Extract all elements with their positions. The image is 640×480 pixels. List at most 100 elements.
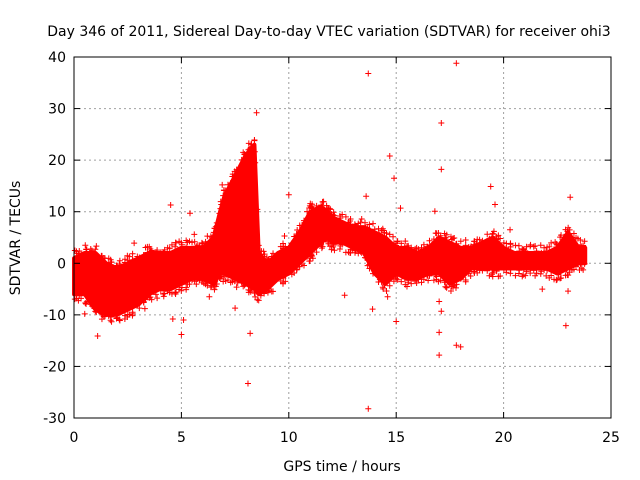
data-point xyxy=(375,279,382,286)
data-point xyxy=(265,256,272,263)
data-point xyxy=(366,261,373,268)
data-point xyxy=(320,198,327,205)
data-point xyxy=(537,270,544,277)
data-point xyxy=(386,231,393,238)
data-point xyxy=(447,233,454,240)
data-point xyxy=(161,290,168,297)
data-point xyxy=(553,277,560,284)
y-tick-label: -10 xyxy=(43,308,66,324)
data-point xyxy=(313,249,320,256)
data-point xyxy=(503,240,510,247)
data-point xyxy=(393,275,400,282)
chart-title: Day 346 of 2011, Sidereal Day-to-day VTE… xyxy=(47,24,610,40)
data-point xyxy=(507,270,514,277)
outlier-point xyxy=(371,226,378,233)
data-point xyxy=(154,295,161,302)
data-point xyxy=(189,277,196,284)
data-point xyxy=(471,266,478,273)
data-point xyxy=(224,181,231,188)
y-tick-label: 40 xyxy=(48,50,66,66)
data-point xyxy=(208,234,215,241)
data-point xyxy=(265,285,272,292)
data-point xyxy=(523,243,530,250)
data-point xyxy=(129,250,136,257)
data-point xyxy=(352,221,359,228)
data-point xyxy=(220,192,227,199)
data-point xyxy=(405,277,412,284)
data-point xyxy=(563,231,570,238)
outlier-point xyxy=(397,205,404,212)
data-point xyxy=(376,231,383,238)
data-point xyxy=(527,265,534,272)
data-point xyxy=(398,278,405,285)
data-point xyxy=(144,249,151,256)
outlier-point xyxy=(457,343,464,350)
data-point xyxy=(318,241,325,248)
data-point xyxy=(98,316,105,323)
data-point xyxy=(577,237,584,244)
data-point xyxy=(222,278,229,285)
data-point xyxy=(251,148,258,155)
data-point xyxy=(465,270,472,277)
data-point xyxy=(252,293,259,300)
data-point xyxy=(462,242,469,249)
data-point xyxy=(532,272,539,279)
data-point xyxy=(465,244,472,251)
data-point xyxy=(178,241,185,248)
data-point xyxy=(304,208,311,215)
data-point xyxy=(172,243,179,250)
data-point xyxy=(189,239,196,246)
data-point xyxy=(490,267,497,274)
data-point xyxy=(98,252,105,259)
outlier-point xyxy=(253,256,260,263)
data-point xyxy=(241,282,248,289)
data-point xyxy=(352,249,359,256)
data-point xyxy=(222,187,229,194)
data-point xyxy=(441,279,448,286)
data-point xyxy=(73,248,80,255)
data-point xyxy=(370,220,377,227)
data-point xyxy=(557,234,564,241)
data-point xyxy=(160,249,167,256)
data-point xyxy=(474,236,481,243)
data-point xyxy=(537,242,544,249)
data-point xyxy=(512,272,519,279)
data-point xyxy=(88,247,95,254)
data-point xyxy=(420,241,427,248)
data-point xyxy=(186,281,193,288)
data-point xyxy=(326,243,333,250)
data-point xyxy=(146,294,153,301)
outlier-point xyxy=(232,305,239,312)
data-point xyxy=(488,271,495,278)
data-point xyxy=(532,242,539,249)
data-point xyxy=(92,246,99,253)
data-point xyxy=(78,295,85,302)
data-point xyxy=(394,238,401,245)
data-point xyxy=(408,244,415,251)
outlier-point xyxy=(285,191,292,198)
y-axis-label: SDTVAR / TECUs xyxy=(8,181,24,296)
outlier-point xyxy=(436,298,443,305)
data-point xyxy=(136,305,143,312)
data-point xyxy=(212,223,219,230)
outlier-point xyxy=(178,331,185,338)
outlier-point xyxy=(393,318,400,325)
data-point xyxy=(580,242,587,249)
data-point xyxy=(99,311,106,318)
data-point xyxy=(229,278,236,285)
data-point xyxy=(486,272,493,279)
data-point xyxy=(268,253,275,260)
data-point xyxy=(580,266,587,273)
data-point xyxy=(555,271,562,278)
data-point xyxy=(484,267,491,274)
outlier-point xyxy=(552,239,559,246)
data-point xyxy=(255,242,262,249)
data-point xyxy=(78,251,85,258)
data-point xyxy=(457,275,464,282)
data-point xyxy=(443,236,450,243)
data-point xyxy=(82,242,89,249)
outlier-point xyxy=(567,194,574,201)
data-point xyxy=(425,277,432,284)
data-point xyxy=(402,238,409,245)
